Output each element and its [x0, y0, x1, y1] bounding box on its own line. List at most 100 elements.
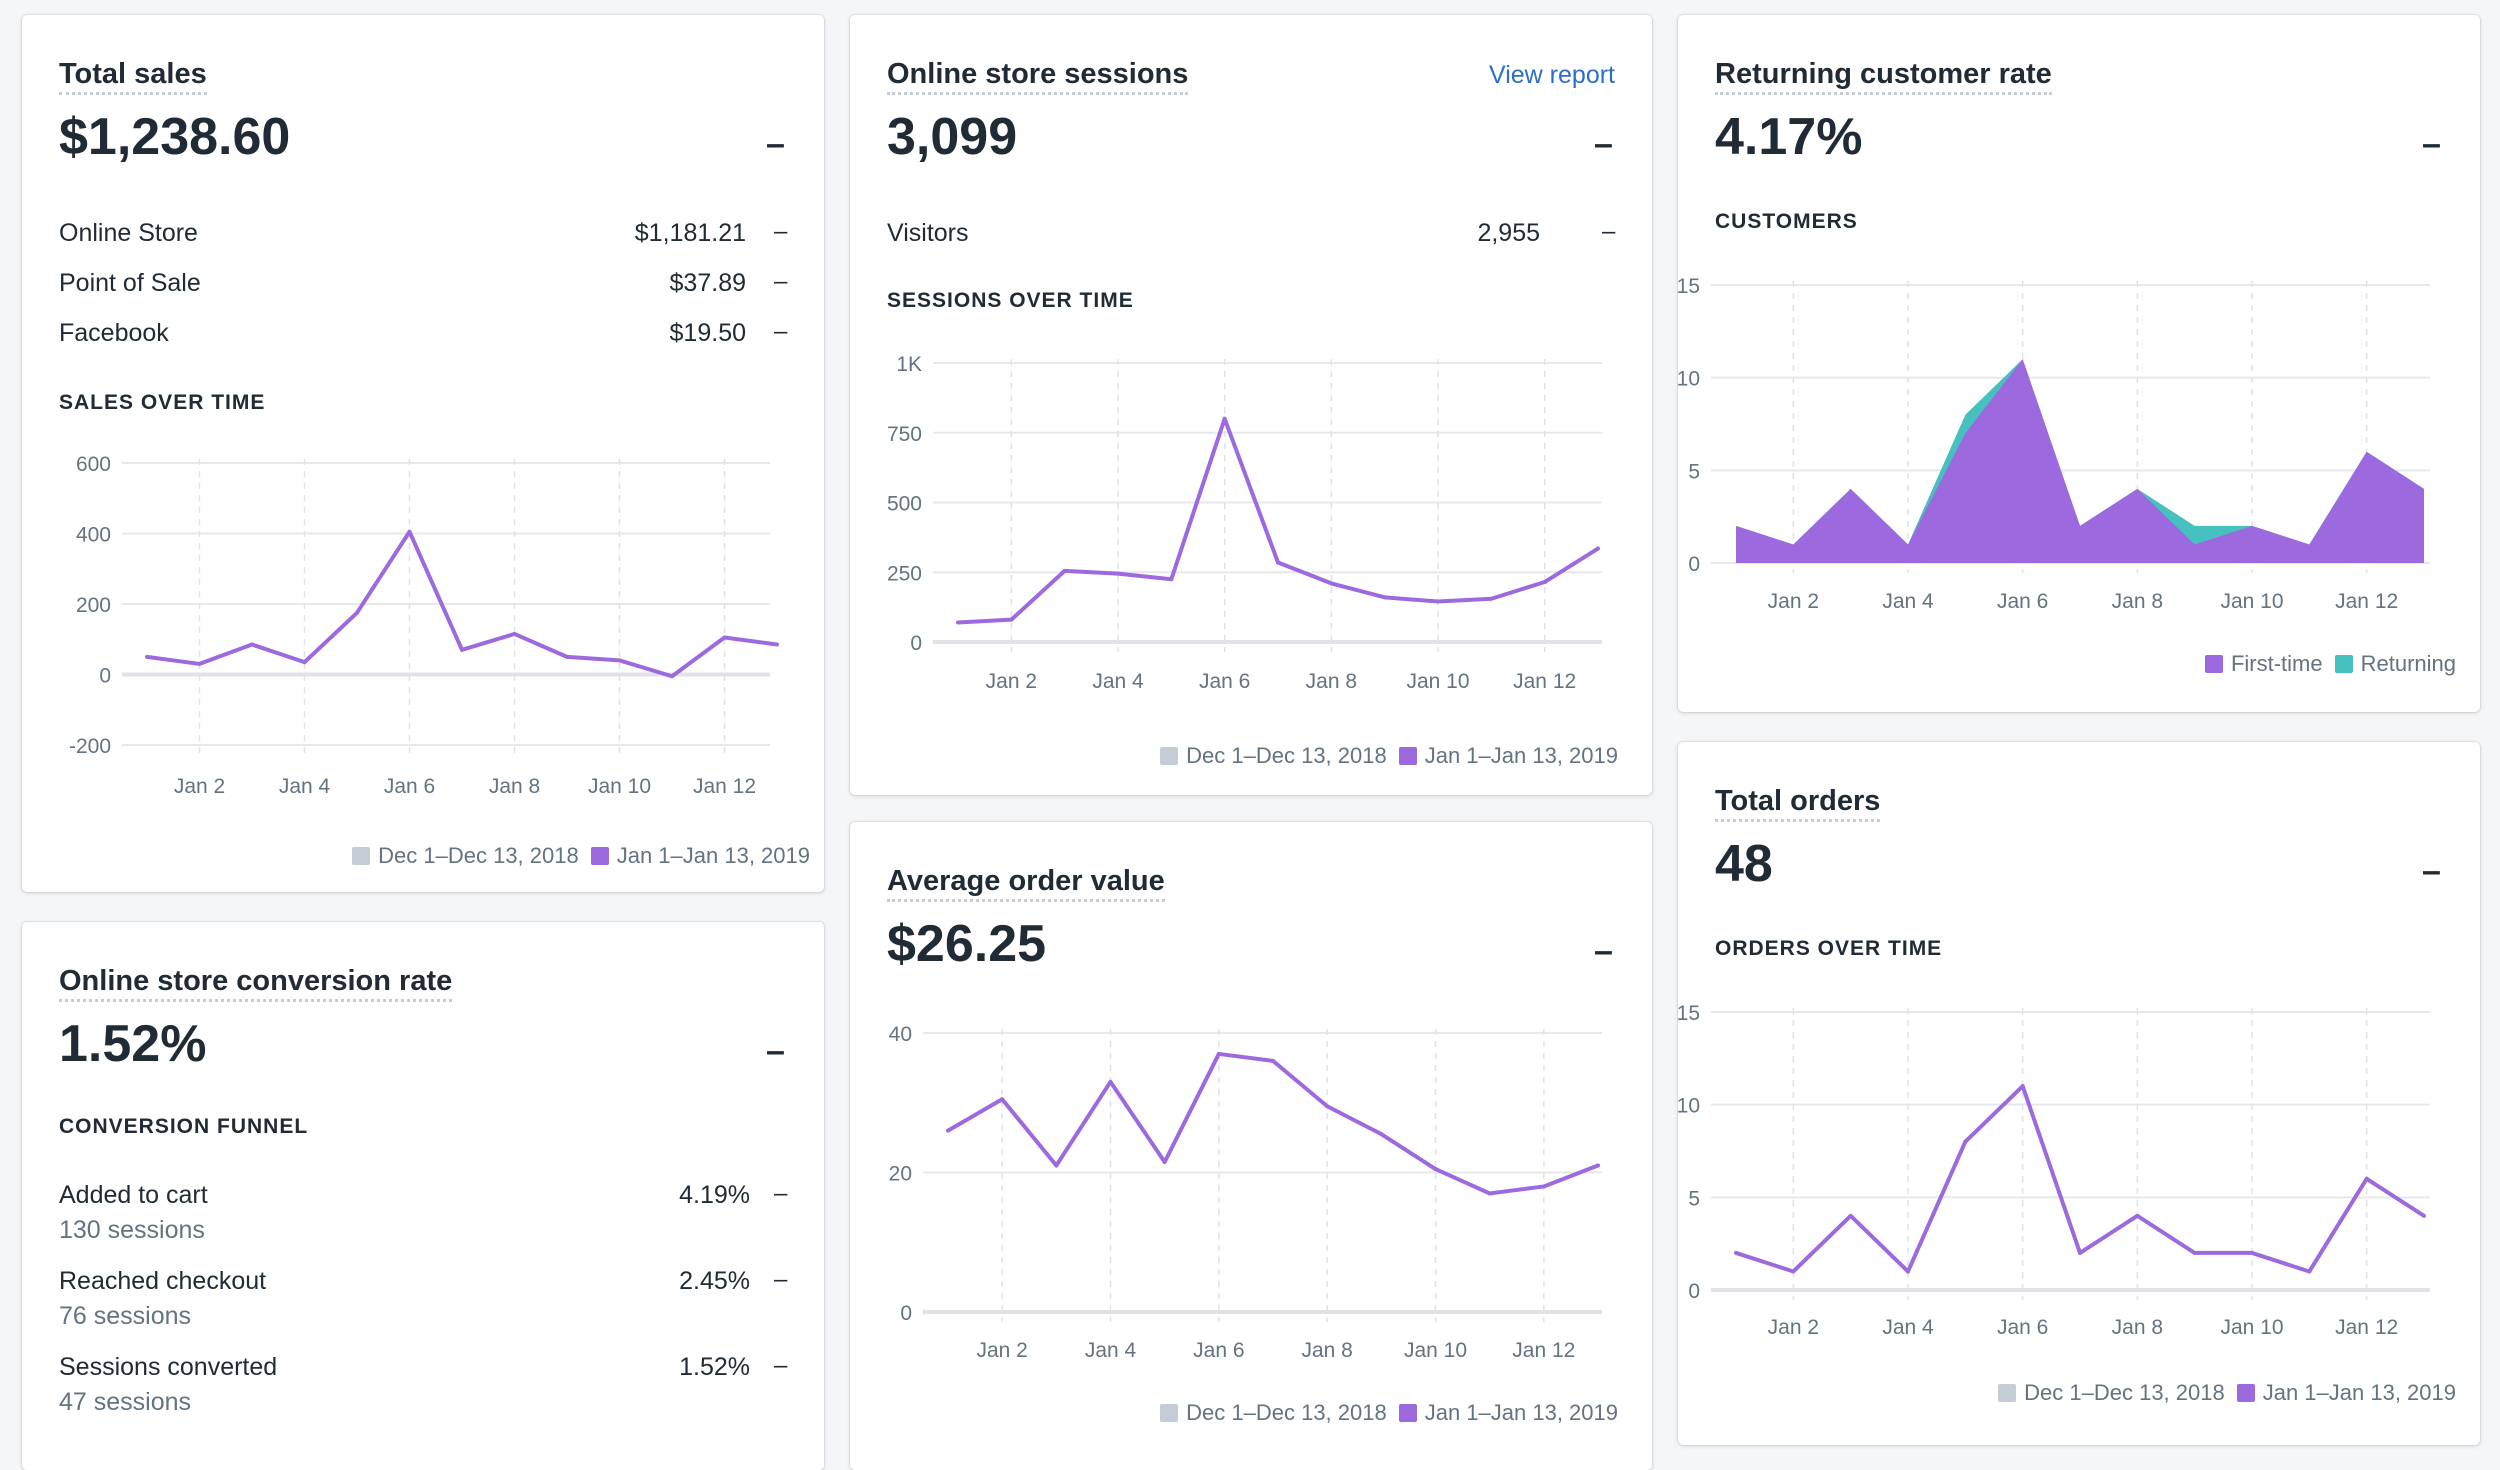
data-point[interactable] [2422, 1213, 2426, 1218]
data-point[interactable] [1379, 1132, 1384, 1137]
legend-previous[interactable]: Dec 1–Dec 13, 2018 [1160, 1400, 1387, 1426]
data-point[interactable] [355, 610, 359, 615]
legend-first-time[interactable]: First-time [2204, 651, 2323, 677]
legend-current-label: Jan 1–Jan 13, 2019 [2262, 1380, 2456, 1405]
data-point[interactable] [1596, 546, 1600, 551]
returning-title[interactable]: Returning customer rate [1715, 57, 2052, 95]
data-point[interactable] [1542, 580, 1547, 585]
funnel-step-sessions: 130 sessions [59, 1216, 205, 1244]
x-tick-label: Jan 6 [1997, 590, 2048, 613]
legend-current[interactable]: Jan 1–Jan 13, 2019 [1398, 1400, 1618, 1426]
aov-title[interactable]: Average order value [887, 864, 1165, 902]
data-point[interactable] [1489, 596, 1494, 601]
conversion-title[interactable]: Online store conversion rate [59, 964, 453, 1002]
x-tick-label: Jan 8 [2112, 1316, 2163, 1339]
legend-current-swatch [2236, 1384, 2255, 1402]
data-point[interactable] [1271, 1058, 1275, 1063]
data-point[interactable] [1108, 1079, 1113, 1084]
view-report-link[interactable]: View report [1489, 61, 1615, 89]
legend-current[interactable]: Jan 1–Jan 13, 2019 [590, 843, 810, 869]
data-point[interactable] [197, 661, 202, 666]
data-point[interactable] [2135, 1213, 2140, 1218]
data-point[interactable] [2192, 1250, 2197, 1255]
series-first-time-area[interactable] [1736, 359, 2424, 563]
legend-previous[interactable]: Dec 1–Dec 13, 2018 [1160, 743, 1387, 769]
total-sales-title[interactable]: Total sales [59, 57, 207, 95]
data-point[interactable] [1325, 1104, 1330, 1109]
data-point[interactable] [1541, 1184, 1546, 1189]
data-point[interactable] [1054, 1163, 1059, 1168]
data-point[interactable] [1169, 577, 1174, 582]
data-point[interactable] [2020, 1084, 2025, 1089]
data-point[interactable] [1276, 560, 1280, 565]
sales-chart-legend: Dec 1–Dec 13, 2018 Jan 1–Jan 13, 2019 [222, 843, 810, 869]
legend-current[interactable]: Jan 1–Jan 13, 2019 [2236, 1380, 2456, 1406]
sessions-value: 3,099 [887, 108, 1018, 166]
legend-current-label: Jan 1–Jan 13, 2019 [1424, 1400, 1618, 1425]
series-current-line[interactable] [957, 416, 1600, 625]
data-point[interactable] [565, 654, 569, 659]
data-point[interactable] [1487, 1191, 1492, 1196]
data-point[interactable] [670, 674, 674, 679]
data-point[interactable] [250, 642, 254, 647]
data-point[interactable] [1848, 1213, 1853, 1218]
y-tick-label: -200 [69, 735, 111, 758]
data-point[interactable] [2307, 1269, 2312, 1274]
data-point[interactable] [1734, 1250, 1738, 1255]
legend-returning[interactable]: Returning [2334, 651, 2456, 677]
sessions-title[interactable]: Online store sessions [887, 57, 1189, 95]
total-sales-value: $1,238.60 [59, 108, 291, 166]
data-point[interactable] [1116, 571, 1120, 576]
orders-title[interactable]: Total orders [1715, 784, 1881, 822]
sales-section-title: SALES OVER TIME [59, 391, 266, 414]
y-tick-label: 0 [1688, 1280, 1700, 1303]
legend-previous-label: Dec 1–Dec 13, 2018 [378, 843, 579, 868]
data-point[interactable] [2078, 1250, 2082, 1255]
data-point[interactable] [775, 642, 779, 647]
data-point[interactable] [407, 529, 412, 534]
series-current-line[interactable] [1735, 1084, 2426, 1274]
data-point[interactable] [512, 631, 517, 636]
data-point[interactable] [1906, 1269, 1910, 1274]
data-point[interactable] [460, 647, 464, 652]
legend-previous-swatch [1160, 747, 1179, 765]
legend-previous[interactable]: Dec 1–Dec 13, 2018 [352, 843, 579, 869]
visitors-change: – [1602, 218, 1616, 245]
data-point[interactable] [1433, 1167, 1438, 1172]
data-point[interactable] [1162, 1160, 1167, 1165]
data-point[interactable] [1791, 1269, 1796, 1274]
funnel-step-change: – [774, 1266, 788, 1293]
data-point[interactable] [1436, 599, 1440, 604]
y-tick-label: 15 [1677, 275, 1700, 298]
data-point[interactable] [946, 1128, 950, 1133]
legend-previous[interactable]: Dec 1–Dec 13, 2018 [1998, 1380, 2225, 1406]
data-point[interactable] [1009, 617, 1014, 622]
funnel-step-sessions: 47 sessions [59, 1388, 192, 1416]
data-point[interactable] [1062, 568, 1067, 573]
data-point[interactable] [145, 654, 149, 659]
funnel-step-label: Sessions converted [59, 1353, 278, 1381]
data-point[interactable] [1382, 595, 1387, 600]
legend-current[interactable]: Jan 1–Jan 13, 2019 [1398, 743, 1618, 769]
data-point[interactable] [617, 658, 622, 663]
data-point[interactable] [956, 620, 960, 625]
visitors-label: Visitors [887, 219, 969, 247]
y-tick-label: 20 [889, 1163, 912, 1186]
legend-current-label: Jan 1–Jan 13, 2019 [616, 843, 810, 868]
orders-chart: 0 5 10 15 Jan 2 Jan 4 Jan 6 Jan 8 Jan 10 Jan 12 [1677, 1002, 2430, 1339]
data-point[interactable] [1329, 581, 1334, 586]
data-point[interactable] [2364, 1176, 2369, 1181]
sessions-section-title: SESSIONS OVER TIME [887, 289, 1134, 312]
x-tick-label: Jan 4 [1092, 670, 1144, 693]
data-point[interactable] [1596, 1163, 1600, 1168]
x-tick-label: Jan 6 [1997, 1316, 2048, 1339]
data-point[interactable] [1222, 416, 1227, 421]
data-point[interactable] [1000, 1097, 1005, 1102]
data-point[interactable] [2250, 1250, 2254, 1255]
data-point[interactable] [722, 635, 727, 640]
x-tick-label: Jan 2 [986, 670, 1037, 693]
data-point[interactable] [1216, 1051, 1221, 1056]
data-point[interactable] [302, 660, 307, 665]
x-tick-label: Jan 2 [976, 1339, 1027, 1362]
data-point[interactable] [1963, 1139, 1968, 1144]
